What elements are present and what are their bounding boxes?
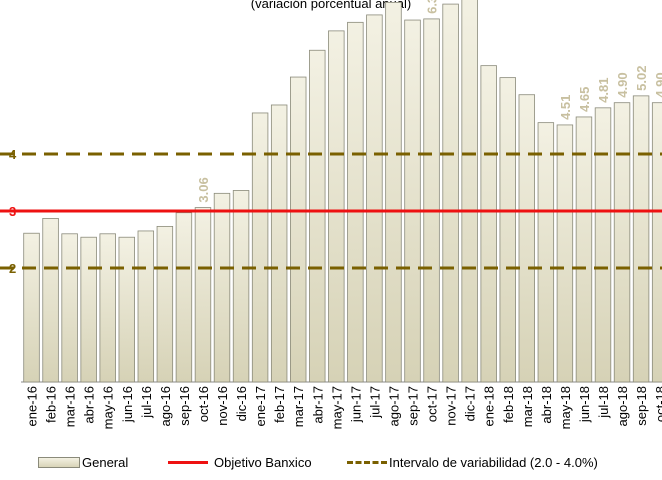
x-tick-label-jul-17: jul-17 — [367, 386, 382, 419]
bar-ago-16 — [156, 225, 174, 383]
data-labels-group: 3.066.376.774.514.654.814.905.024.90 — [196, 0, 662, 203]
legend-swatch-objetivo — [168, 461, 208, 464]
x-tick-label-sep-18: sep-18 — [634, 386, 649, 426]
bar-ago-18 — [613, 102, 631, 383]
bar-oct-17 — [423, 18, 440, 383]
bar-sep-17 — [404, 19, 421, 383]
inflation-bar-chart: 342 3.066.376.774.514.654.814.905.024.90… — [0, 0, 662, 429]
bar-jun-18 — [575, 116, 593, 383]
bar-mar-18 — [518, 94, 536, 383]
legend-item-general: General — [38, 455, 128, 470]
bar-sep-16 — [175, 212, 193, 383]
x-tick-label-may-16: may-16 — [101, 386, 116, 429]
data-label-oct-18: 4.90 — [653, 72, 662, 97]
chart-subtitle: (variación porcentual anual) — [250, 0, 412, 11]
x-tick-label-ene-17: ene-17 — [253, 386, 268, 426]
bar-feb-18 — [499, 77, 516, 383]
bar-sep-18 — [632, 95, 650, 383]
x-tick-label-ago-18: ago-18 — [615, 386, 630, 426]
data-label-oct-16: 3.06 — [196, 177, 211, 202]
bar-feb-17 — [270, 104, 288, 383]
data-label-may-18: 4.51 — [558, 95, 573, 120]
x-tick-label-dic-17: dic-17 — [463, 386, 478, 421]
data-label-jun-18: 4.65 — [577, 87, 592, 112]
reference-lines-group: 3 4 2 — [0, 147, 662, 276]
x-tick-label-feb-16: feb-16 — [44, 386, 59, 423]
bar-dic-16 — [232, 190, 250, 383]
bar-oct-18 — [651, 102, 662, 383]
x-tick-label-jun-16: jun-16 — [120, 386, 135, 423]
bar-feb-16 — [42, 218, 59, 383]
bar-may-16 — [99, 233, 116, 383]
x-tick-label-abr-16: abr-16 — [82, 386, 97, 424]
x-tick-label-oct-17: oct-17 — [425, 386, 440, 422]
x-tick-label-dic-16: dic-16 — [234, 386, 249, 421]
x-tick-label-jul-18: jul-18 — [596, 386, 611, 419]
x-tick-label-nov-16: nov-16 — [215, 386, 230, 426]
bar-nov-17 — [442, 3, 459, 383]
x-tick-label-jul-16: jul-16 — [139, 386, 154, 419]
legend-label-intervalo: Intervalo de variabilidad (2.0 - 4.0%) — [389, 455, 598, 470]
legend-item-objetivo: Objetivo Banxico — [168, 455, 312, 470]
tick-labels-group: ene-16 feb-16 mar-16 abr-16 may-16 jun-16 jul-… — [25, 386, 662, 429]
bar-abr-17 — [309, 49, 326, 383]
x-tick-label-mar-17: mar-17 — [291, 386, 306, 427]
data-label-oct-17: 6.37 — [425, 0, 440, 14]
bar-may-18 — [556, 124, 574, 383]
x-tick-label-feb-17: feb-17 — [272, 386, 287, 423]
x-tick-label-may-17: may-17 — [329, 386, 344, 429]
bar-jun-16 — [118, 236, 135, 383]
reference-label-4: 4 — [9, 147, 17, 162]
reference-label-3: 3 — [9, 204, 16, 219]
legend-swatch-general — [38, 457, 80, 468]
bar-abr-16 — [80, 236, 97, 383]
bar-dic-17 — [461, 0, 478, 383]
x-tick-label-jun-18: jun-18 — [577, 386, 592, 423]
x-tick-label-oct-18: oct-18 — [653, 386, 662, 422]
x-tick-label-sep-17: sep-17 — [406, 386, 421, 426]
x-tick-label-mar-18: mar-18 — [520, 386, 535, 427]
x-tick-label-ene-16: ene-16 — [25, 386, 40, 426]
x-tick-label-jun-17: jun-17 — [348, 386, 363, 423]
legend-item-intervalo: Intervalo de variabilidad (2.0 - 4.0%) — [347, 455, 598, 470]
data-label-ago-18: 4.90 — [615, 72, 630, 97]
reference-label-2: 2 — [9, 261, 16, 276]
x-tick-label-abr-17: abr-17 — [310, 386, 325, 424]
bar-jul-17 — [366, 14, 383, 383]
bar-abr-18 — [537, 122, 555, 383]
legend-label-objetivo: Objetivo Banxico — [214, 455, 312, 470]
bar-mar-16 — [61, 233, 78, 383]
x-tick-label-ene-18: ene-18 — [482, 386, 497, 426]
bar-ene-16 — [23, 232, 40, 383]
x-tick-label-oct-16: oct-16 — [196, 386, 211, 422]
bar-ene-18 — [480, 65, 497, 383]
x-tick-label-ago-16: ago-16 — [158, 386, 173, 426]
x-tick-label-nov-17: nov-17 — [444, 386, 459, 426]
bar-jul-18 — [594, 107, 612, 383]
bar-nov-16 — [213, 192, 231, 383]
x-tick-label-may-18: may-18 — [558, 386, 573, 429]
data-label-jul-18: 4.81 — [596, 78, 611, 103]
x-tick-label-ago-17: ago-17 — [386, 386, 401, 426]
legend: General Objetivo Banxico Intervalo de va… — [0, 455, 662, 477]
x-tick-label-mar-16: mar-16 — [63, 386, 78, 427]
bar-jul-16 — [137, 230, 155, 383]
bar-ago-17 — [385, 1, 402, 383]
bars-group — [23, 0, 662, 383]
data-label-sep-18: 5.02 — [634, 66, 649, 91]
bar-may-17 — [328, 30, 345, 383]
x-tick-label-feb-18: feb-18 — [501, 386, 516, 423]
bar-jun-17 — [347, 21, 364, 383]
bar-oct-16 — [194, 207, 212, 383]
bar-ene-17 — [251, 112, 269, 383]
x-tick-label-sep-16: sep-16 — [177, 386, 192, 426]
bar-mar-17 — [289, 76, 307, 383]
legend-label-general: General — [82, 455, 129, 470]
x-tick-label-abr-18: abr-18 — [539, 386, 554, 424]
legend-swatch-intervalo — [347, 461, 387, 464]
